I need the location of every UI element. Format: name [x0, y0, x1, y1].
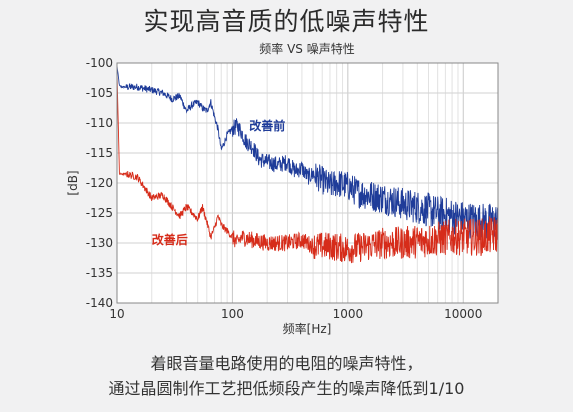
y-tick-label: -140	[86, 296, 113, 310]
x-tick-label: 10000	[444, 307, 482, 321]
series-line-before	[116, 65, 499, 241]
y-tick-label: -135	[86, 266, 113, 280]
y-tick-label: -125	[86, 206, 113, 220]
label-after: 改善后	[152, 232, 188, 247]
label-before: 改善前	[249, 118, 285, 133]
x-axis-label: 频率[Hz]	[283, 321, 332, 336]
y-tick-label: -120	[86, 176, 113, 190]
series-line-after	[116, 72, 499, 264]
chart-title: 频率 VS 噪声特性	[259, 41, 354, 56]
y-tick-label: -105	[86, 86, 113, 100]
tick-labels: 10 100 1000 10000 -100 -105 -110 -115 -120 -125 -1…	[86, 56, 483, 321]
plot-frame	[116, 62, 499, 304]
headline: 实现高音质的低噪声特性	[143, 7, 430, 36]
x-tick-label: 100	[221, 307, 244, 321]
y-tick-label: -130	[86, 236, 113, 250]
y-tick-label: -115	[86, 146, 113, 160]
caption-line-1: 着眼音量电路使用的电阻的噪声特性，	[150, 354, 423, 373]
y-tick-label: -100	[86, 56, 113, 70]
caption-line-2: 通过晶圆制作工艺把低频段产生的噪声降低到1/10	[108, 379, 465, 398]
y-tick-label: -110	[86, 116, 113, 130]
x-tick-label: 1000	[333, 307, 364, 321]
y-axis-label: [dB]	[66, 170, 80, 195]
series-group	[116, 65, 499, 264]
x-tick-label: 10	[109, 307, 124, 321]
